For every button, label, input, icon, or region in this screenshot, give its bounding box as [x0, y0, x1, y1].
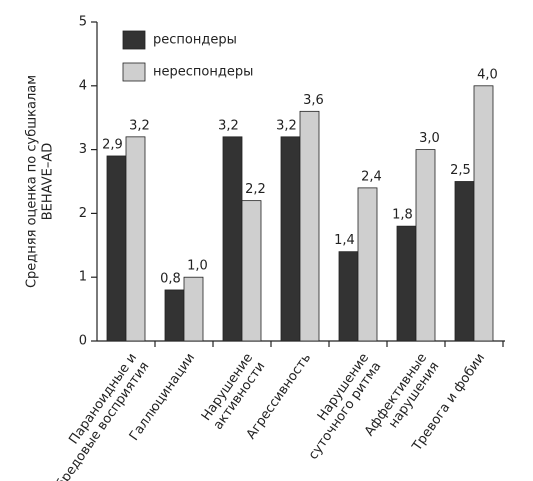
value-label: 3,2 [218, 118, 239, 133]
y-tick-label: 4 [79, 78, 87, 93]
value-label: 2,2 [245, 182, 266, 197]
bar [299, 110, 320, 342]
legend-swatch [122, 62, 146, 82]
value-label: 4,0 [477, 67, 498, 82]
value-label: 1,0 [187, 259, 208, 274]
value-label: 3,2 [276, 118, 297, 133]
y-axis-label: Средняя оценка по субшкалам BEHAVE–AD [25, 75, 56, 288]
y-axis-label-line: Средняя оценка по субшкалам [25, 75, 40, 288]
value-label: 3,2 [129, 118, 150, 133]
bar [164, 289, 185, 342]
bar [473, 85, 494, 342]
value-label: 1,8 [392, 208, 413, 223]
value-label: 2,9 [102, 137, 123, 152]
y-tick-label: 1 [79, 270, 87, 285]
value-label: 3,6 [303, 93, 324, 108]
y-tick-label: 0 [79, 334, 87, 349]
y-tick-label: 3 [79, 142, 87, 157]
y-tick-label: 2 [79, 206, 87, 221]
value-label: 3,0 [419, 131, 440, 146]
bar [125, 136, 146, 342]
bar [241, 200, 262, 342]
value-label: 1,4 [334, 233, 355, 248]
value-label: 2,5 [450, 163, 471, 178]
bar [106, 155, 127, 342]
bar [396, 225, 417, 342]
bar [454, 181, 475, 342]
bar [280, 136, 301, 342]
bar [222, 136, 243, 342]
y-tick-label: 5 [79, 15, 87, 30]
value-label: 2,4 [361, 169, 382, 184]
bar [415, 149, 436, 342]
y-axis-label-line: BEHAVE–AD [41, 143, 56, 220]
bar [357, 187, 378, 342]
bar [338, 251, 359, 342]
legend-label: нереспондеры [153, 65, 253, 80]
legend-label: респондеры [153, 33, 237, 48]
legend-swatch [122, 30, 146, 50]
value-label: 0,8 [160, 271, 181, 286]
bar [183, 276, 204, 342]
